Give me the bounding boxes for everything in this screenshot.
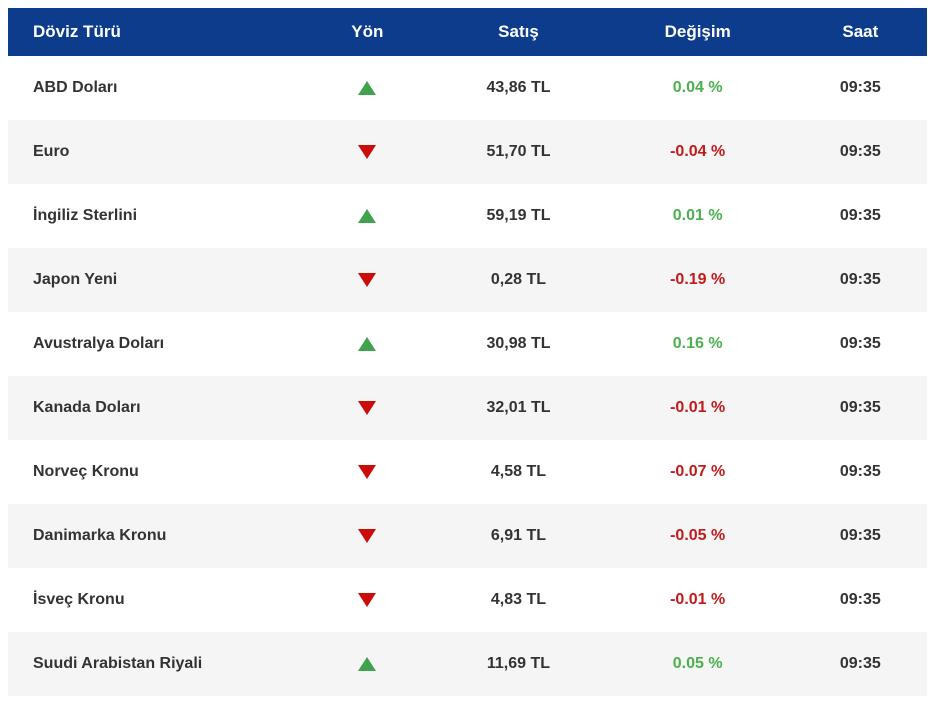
- currency-name: İsveç Kronu: [33, 591, 125, 608]
- table-row: Euro 51,70 TL -0.04 % 09:35: [8, 120, 927, 184]
- update-time: 09:35: [839, 79, 881, 96]
- direction-cell: [299, 335, 435, 353]
- column-header-degisim: Değişim: [664, 22, 731, 41]
- arrow-down-icon: [358, 592, 377, 607]
- currency-name: Suudi Arabistan Riyali: [33, 655, 203, 672]
- change-percent: 0.01 %: [672, 207, 723, 224]
- sale-price: 4,83 TL: [490, 591, 547, 608]
- arrow-up-icon: [358, 336, 377, 351]
- currency-name: Avustralya Doları: [33, 335, 165, 352]
- currency-name: İngiliz Sterlini: [33, 207, 138, 224]
- direction-cell: [299, 463, 435, 481]
- column-header-satis: Satış: [498, 22, 539, 41]
- change-percent: 0.05 %: [672, 655, 723, 672]
- column-header-saat: Saat: [842, 22, 879, 41]
- sale-price: 4,58 TL: [490, 463, 547, 480]
- currency-name: Kanada Doları: [33, 399, 141, 416]
- direction-cell: [299, 143, 435, 161]
- arrow-up-icon: [358, 656, 377, 671]
- update-time: 09:35: [839, 399, 881, 416]
- table-header-row: Döviz Türü Yön Satış Değişim Saat: [8, 8, 927, 56]
- sale-price: 51,70 TL: [486, 143, 551, 160]
- sale-price: 30,98 TL: [486, 335, 551, 352]
- column-header-yon: Yön: [351, 22, 384, 41]
- change-percent: -0.19 %: [670, 271, 726, 288]
- table-row: Kanada Doları 32,01 TL -0.01 % 09:35: [8, 376, 927, 440]
- direction-cell: [299, 655, 435, 673]
- table-row: İngiliz Sterlini 59,19 TL 0.01 % 09:35: [8, 184, 927, 248]
- sale-price: 59,19 TL: [486, 207, 551, 224]
- change-percent: -0.05 %: [670, 527, 726, 544]
- sale-price: 43,86 TL: [486, 79, 551, 96]
- sale-price: 32,01 TL: [486, 399, 551, 416]
- direction-cell: [299, 79, 435, 97]
- change-percent: -0.04 %: [670, 143, 726, 160]
- currency-rates-table: Döviz Türü Yön Satış Değişim Saat ABD Do…: [8, 8, 927, 696]
- table-row: İsveç Kronu 4,83 TL -0.01 % 09:35: [8, 568, 927, 632]
- table-row: Norveç Kronu 4,58 TL -0.07 % 09:35: [8, 440, 927, 504]
- update-time: 09:35: [839, 143, 881, 160]
- currency-name: Danimarka Kronu: [33, 527, 167, 544]
- update-time: 09:35: [839, 655, 881, 672]
- change-percent: 0.16 %: [672, 335, 723, 352]
- change-percent: -0.07 %: [670, 463, 726, 480]
- change-percent: -0.01 %: [670, 591, 726, 608]
- table-row: Avustralya Doları 30,98 TL 0.16 % 09:35: [8, 312, 927, 376]
- arrow-down-icon: [358, 528, 377, 543]
- update-time: 09:35: [839, 527, 881, 544]
- column-header-doviz-turu: Döviz Türü: [33, 22, 121, 41]
- arrow-down-icon: [358, 464, 377, 479]
- arrow-down-icon: [358, 144, 377, 159]
- direction-cell: [299, 399, 435, 417]
- currency-name: ABD Doları: [33, 79, 118, 96]
- table-row: Suudi Arabistan Riyali 11,69 TL 0.05 % 0…: [8, 632, 927, 696]
- currency-name: Japon Yeni: [33, 271, 118, 288]
- direction-cell: [299, 271, 435, 289]
- update-time: 09:35: [839, 207, 881, 224]
- currency-name: Norveç Kronu: [33, 463, 139, 480]
- direction-cell: [299, 591, 435, 609]
- table-body: ABD Doları 43,86 TL 0.04 % 09:35 Euro 51…: [8, 56, 927, 696]
- direction-cell: [299, 527, 435, 545]
- sale-price: 0,28 TL: [490, 271, 547, 288]
- arrow-down-icon: [358, 272, 377, 287]
- arrow-down-icon: [358, 400, 377, 415]
- update-time: 09:35: [839, 335, 881, 352]
- update-time: 09:35: [839, 463, 881, 480]
- currency-name: Euro: [33, 143, 70, 160]
- change-percent: -0.01 %: [670, 399, 726, 416]
- table-row: ABD Doları 43,86 TL 0.04 % 09:35: [8, 56, 927, 120]
- update-time: 09:35: [839, 271, 881, 288]
- sale-price: 11,69 TL: [486, 655, 551, 672]
- direction-cell: [299, 207, 435, 225]
- arrow-up-icon: [358, 80, 377, 95]
- update-time: 09:35: [839, 591, 881, 608]
- arrow-up-icon: [358, 208, 377, 223]
- sale-price: 6,91 TL: [490, 527, 547, 544]
- table-row: Japon Yeni 0,28 TL -0.19 % 09:35: [8, 248, 927, 312]
- change-percent: 0.04 %: [672, 79, 723, 96]
- table-row: Danimarka Kronu 6,91 TL -0.05 % 09:35: [8, 504, 927, 568]
